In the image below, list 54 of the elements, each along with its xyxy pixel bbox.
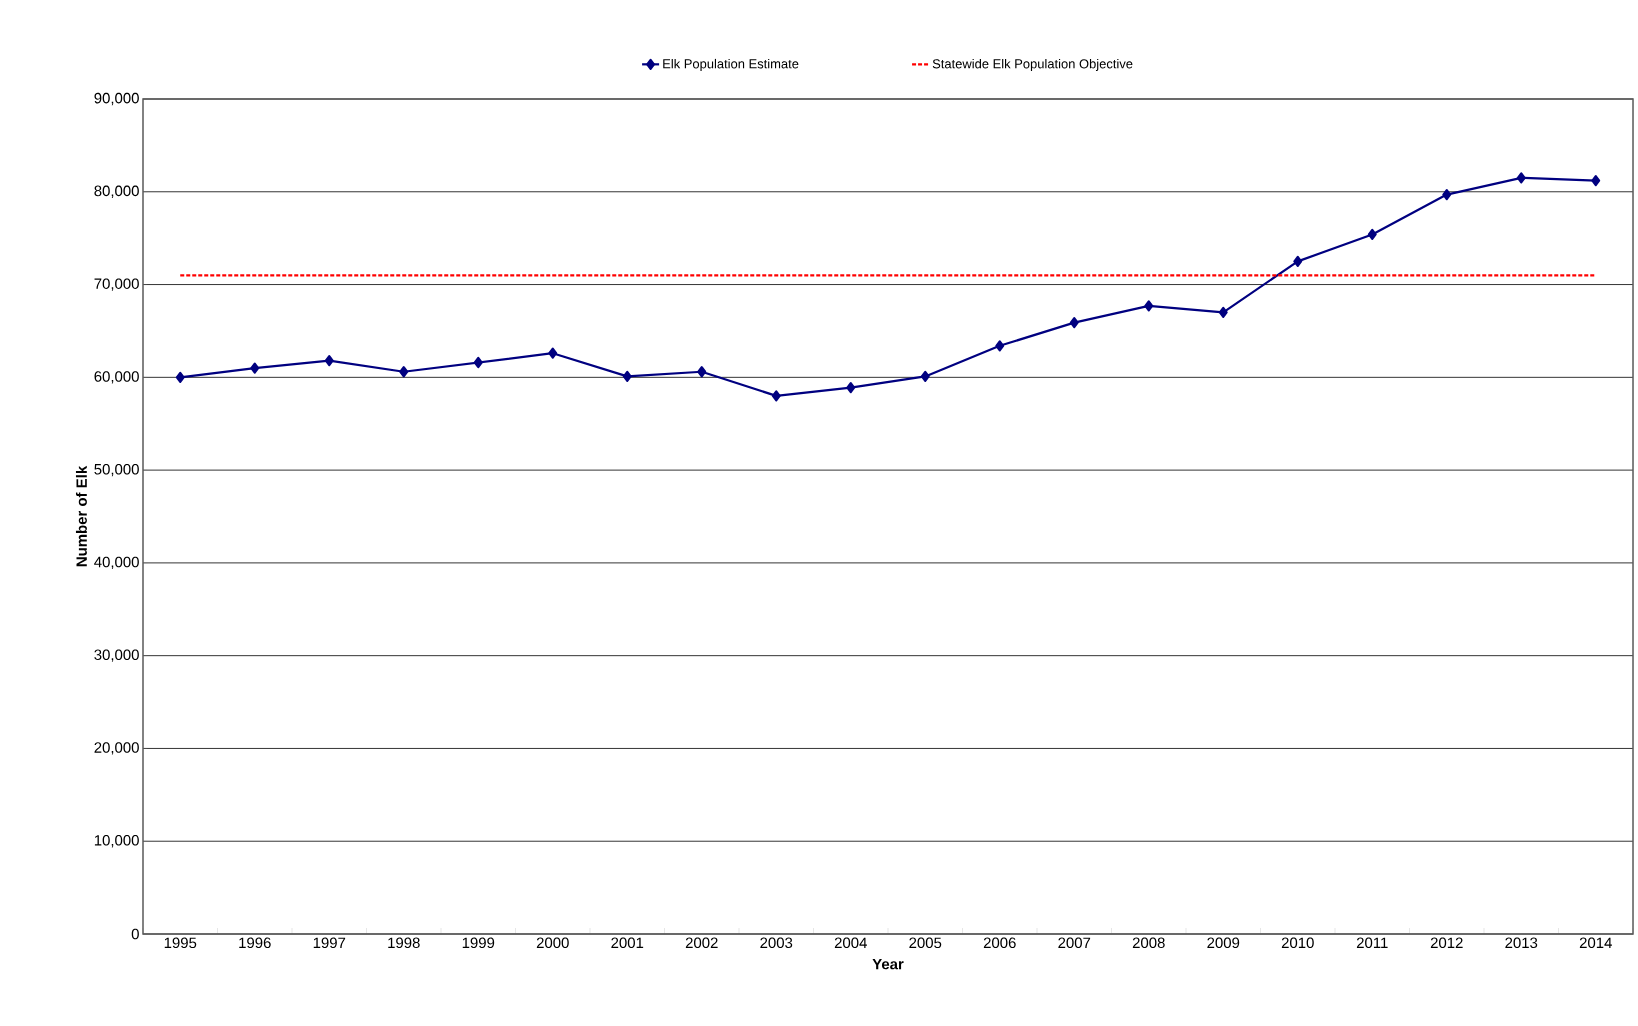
x-tick-label: 1998 <box>388 937 420 949</box>
y-tick-label: 50,000 <box>94 463 139 477</box>
y-tick-label: 0 <box>131 928 139 940</box>
point <box>1516 172 1526 184</box>
y-tick-label: 90,000 <box>94 92 139 106</box>
point <box>1591 175 1601 187</box>
x-tick-label: 2014 <box>1579 937 1612 949</box>
point <box>1293 255 1303 267</box>
x-tick-label: 2012 <box>1430 937 1463 949</box>
x-tick-label: 1996 <box>239 937 271 949</box>
point <box>1218 306 1228 318</box>
point <box>622 370 632 383</box>
x-tick-label: 2003 <box>760 937 793 949</box>
x-tick-label: 1997 <box>313 937 346 949</box>
x-tick-label: 2006 <box>983 937 1016 949</box>
x-axis-title: Year <box>872 958 904 970</box>
x-tick-label: 2007 <box>1058 937 1091 949</box>
point <box>1442 188 1452 201</box>
y-tick-label: 60,000 <box>94 371 139 384</box>
x-tick-label: 2001 <box>611 937 644 949</box>
point <box>771 390 781 402</box>
legend-label: Statewide Elk Population Objective <box>932 58 1133 71</box>
point <box>920 370 930 383</box>
point <box>250 362 260 374</box>
point <box>995 340 1005 352</box>
x-tick-label: 2010 <box>1281 937 1314 949</box>
point <box>175 371 185 383</box>
y-tick-label: 70,000 <box>94 278 139 291</box>
x-tick-label: 2004 <box>834 937 867 949</box>
y-tick-label: 80,000 <box>94 185 139 198</box>
x-tick-label: 2013 <box>1505 937 1538 949</box>
x-tick-label: 2009 <box>1207 937 1240 949</box>
point <box>1144 300 1154 312</box>
y-tick-label: 10,000 <box>94 835 139 848</box>
point <box>1069 316 1079 329</box>
point <box>473 356 483 369</box>
x-tick-label: 2002 <box>685 937 718 949</box>
point <box>697 366 707 378</box>
y-tick-label: 20,000 <box>94 742 139 755</box>
point <box>399 366 409 378</box>
x-tick-label: 1995 <box>164 937 197 949</box>
x-tick-label: 1999 <box>462 937 495 949</box>
x-tick-label: 2005 <box>909 937 942 949</box>
y-tick-label: 30,000 <box>94 649 139 662</box>
point <box>846 381 856 394</box>
y-tick-label: 40,000 <box>94 556 139 570</box>
point <box>548 347 558 359</box>
x-tick-label: 2008 <box>1132 937 1165 949</box>
legend-label: Elk Population Estimate <box>663 58 799 71</box>
x-tick-label: 2000 <box>536 937 569 949</box>
point <box>324 355 334 367</box>
y-axis-title: Number of Elk <box>75 465 87 567</box>
point <box>1367 228 1377 241</box>
x-tick-label: 2011 <box>1356 937 1388 949</box>
